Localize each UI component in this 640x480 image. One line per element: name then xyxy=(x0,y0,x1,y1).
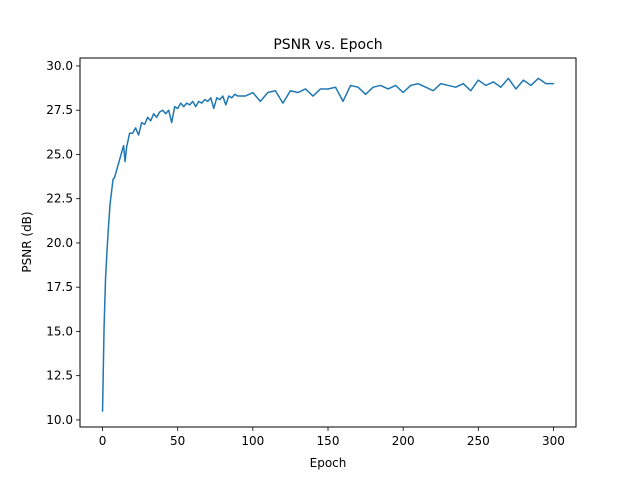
x-tick-label: 250 xyxy=(467,434,490,448)
x-tick-label: 0 xyxy=(99,434,107,448)
y-axis: 10.0 12.5 15.0 17.5 20.0 22.5 25.0 27.5 30.0 xyxy=(46,59,80,427)
y-tick-label: 20.0 xyxy=(46,236,73,250)
plot-area xyxy=(101,77,555,412)
x-tick-label: 100 xyxy=(241,434,264,448)
y-tick-label: 22.5 xyxy=(46,192,73,206)
y-axis-label: PSNR (dB) xyxy=(20,211,34,272)
x-axis: 0 50 100 150 200 250 300 xyxy=(99,427,565,448)
chart-title: PSNR vs. Epoch xyxy=(273,37,382,53)
x-tick-label: 150 xyxy=(317,434,340,448)
y-tick-label: 12.5 xyxy=(46,369,73,383)
y-tick-label: 15.0 xyxy=(46,324,73,338)
y-tick-label: 17.5 xyxy=(46,280,73,294)
x-tick-label: 300 xyxy=(542,434,565,448)
y-tick-label: 27.5 xyxy=(46,103,73,117)
y-tick-label: 10.0 xyxy=(46,413,73,427)
y-tick-label: 30.0 xyxy=(46,59,73,73)
x-tick-label: 50 xyxy=(170,434,185,448)
x-tick-label: 200 xyxy=(392,434,415,448)
x-axis-label: Epoch xyxy=(310,456,347,470)
psnr-line xyxy=(101,77,555,412)
y-tick-label: 25.0 xyxy=(46,147,73,161)
